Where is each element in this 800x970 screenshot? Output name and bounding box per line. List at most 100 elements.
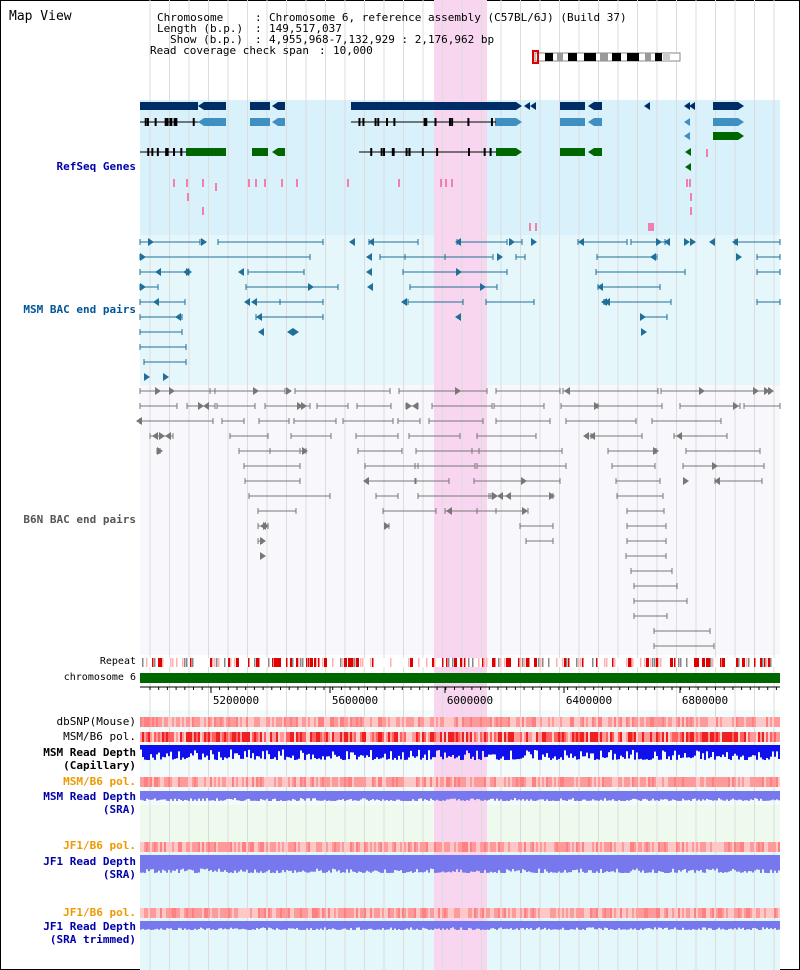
heat-cell [508, 842, 510, 852]
heat-cell [472, 732, 474, 742]
depth-bar [742, 745, 744, 756]
depth-bar [730, 921, 732, 929]
heat-cell [198, 842, 200, 852]
heat-cell [144, 908, 146, 918]
heat-cell [428, 842, 430, 852]
heat-cell [470, 842, 472, 852]
depth-bar [768, 855, 770, 873]
heat-cell [624, 842, 626, 852]
gene-exon [448, 118, 451, 126]
heat-cell [330, 777, 332, 787]
depth-bar [250, 745, 252, 759]
heat-cell [480, 732, 482, 742]
depth-bar [420, 745, 422, 760]
heat-cell [726, 732, 728, 742]
heat-cell [426, 908, 428, 918]
depth-bar [508, 921, 510, 930]
heat-cell [754, 842, 756, 852]
heat-cell [240, 732, 242, 742]
heat-cell [436, 732, 438, 742]
depth-bar [268, 855, 270, 870]
depth-bar [708, 921, 710, 929]
heat-cell [174, 908, 176, 918]
heat-cell [612, 842, 614, 852]
heat-cell [416, 732, 418, 742]
depth-bar [154, 855, 156, 873]
heat-cell [400, 717, 402, 727]
heat-cell [770, 777, 772, 787]
heat-cell [774, 908, 776, 918]
bac-end-arrow [165, 432, 171, 440]
gene-exon [377, 118, 380, 126]
heat-cell [286, 842, 288, 852]
depth-bar [640, 921, 642, 929]
heat-cell [708, 842, 710, 852]
repeat-element [228, 658, 231, 667]
track-label-b6n-bac[interactable]: B6N BAC end pairs [23, 513, 136, 526]
heat-cell [340, 777, 342, 787]
repeat-element [340, 658, 342, 667]
depth-bar [738, 855, 740, 872]
depth-bar [306, 855, 308, 873]
heat-cell [668, 842, 670, 852]
heat-cell [192, 717, 194, 727]
heat-cell [522, 908, 524, 918]
heat-cell [324, 717, 326, 727]
heat-cell [572, 717, 574, 727]
depth-bar [696, 745, 698, 751]
depth-bar [750, 921, 752, 930]
depth-bar [566, 855, 568, 873]
heat-cell [774, 717, 776, 727]
heat-cell [658, 717, 660, 727]
depth-bar [546, 745, 548, 754]
heat-cell [308, 842, 310, 852]
heat-cell [204, 732, 206, 742]
heat-cell [302, 732, 304, 742]
heat-cell [204, 777, 206, 787]
depth-bar [328, 791, 330, 801]
depth-bar [246, 855, 248, 870]
heat-cell [328, 777, 330, 787]
depth-bar [650, 855, 652, 873]
depth-bar [230, 855, 232, 873]
heat-cell [228, 842, 230, 852]
heat-cell [380, 732, 382, 742]
heat-cell [560, 732, 562, 742]
heat-cell [212, 842, 214, 852]
track-label-msm-bac[interactable]: MSM BAC end pairs [23, 303, 136, 316]
depth-bar [280, 745, 282, 756]
heat-cell [392, 777, 394, 787]
depth-bar [442, 791, 444, 801]
heat-cell [298, 717, 300, 727]
heat-cell [146, 842, 148, 852]
depth-bar [732, 745, 734, 756]
heat-cell [252, 732, 254, 742]
track-label-msm-b6-pol-2: MSM/B6 pol. [63, 775, 136, 788]
heat-cell [282, 842, 284, 852]
heat-cell [714, 732, 716, 742]
coverage-value: 10,000 [333, 44, 373, 57]
depth-bar [644, 921, 646, 929]
depth-bar [170, 745, 172, 752]
heat-cell [230, 842, 232, 852]
gene-exon [144, 118, 147, 126]
depth-bar [200, 921, 202, 928]
depth-bar [500, 745, 502, 759]
heat-cell [386, 732, 388, 742]
heat-cell [398, 732, 400, 742]
heat-cell [320, 732, 322, 742]
depth-bar [598, 791, 600, 801]
heat-cell [568, 717, 570, 727]
bac-end-arrow [260, 537, 266, 545]
depth-bar [746, 745, 748, 760]
heat-cell [634, 908, 636, 918]
track-label-refseq[interactable]: RefSeq Genes [56, 160, 136, 173]
depth-bar [404, 745, 406, 760]
depth-bar [336, 921, 338, 930]
depth-bar [632, 921, 634, 930]
depth-bar [274, 791, 276, 799]
depth-bar [548, 791, 550, 801]
heat-cell [428, 732, 430, 742]
heat-cell [184, 777, 186, 787]
